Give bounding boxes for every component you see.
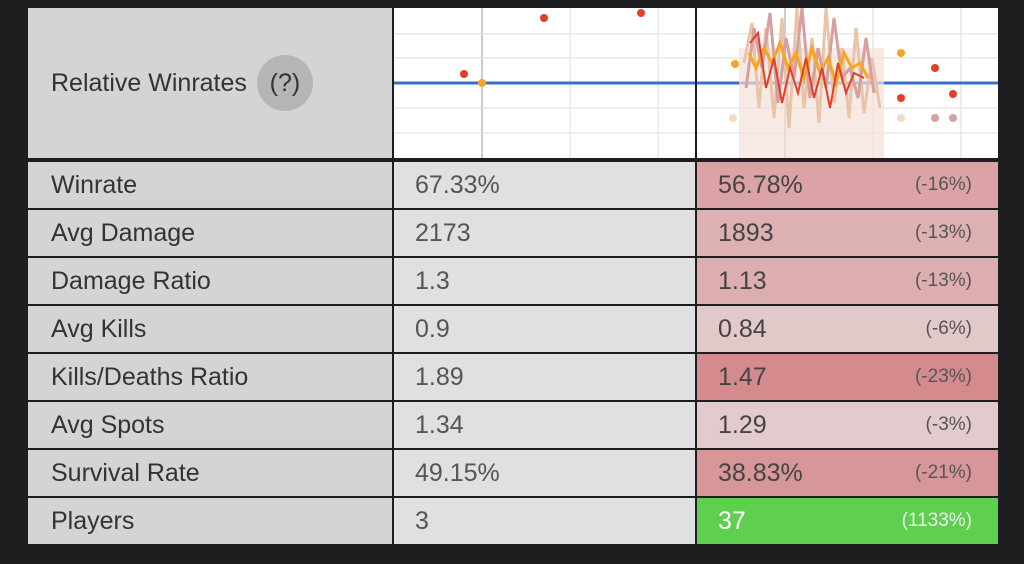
- compare-text: 1.29: [718, 410, 767, 439]
- diff-percent: (-6%): [925, 318, 972, 339]
- compare-value: 37 (1133%): [697, 498, 998, 544]
- compare-value: 56.78% (-16%): [697, 162, 998, 208]
- compare-text: 0.84: [718, 314, 767, 343]
- diff-percent: (-16%): [914, 174, 972, 195]
- diff-percent: (1133%): [901, 510, 972, 531]
- diff-percent: (-23%): [914, 366, 972, 387]
- compare-text: 1.13: [718, 266, 767, 295]
- value: 1.89: [394, 354, 695, 400]
- header-cell: Relative Winrates (?): [28, 8, 392, 158]
- compare-value: 1.13 (-13%): [697, 258, 998, 304]
- help-button[interactable]: (?): [256, 55, 313, 111]
- compare-text: 1.47: [718, 362, 767, 391]
- value: 49.15%: [394, 450, 695, 496]
- row-label: Survival Rate: [28, 450, 392, 496]
- row-label: Avg Spots: [28, 402, 392, 448]
- compare-text: 1893: [718, 218, 774, 247]
- row-label: Winrate: [28, 162, 392, 208]
- diff-percent: (-13%): [914, 222, 972, 243]
- row-label: Avg Kills: [28, 306, 392, 352]
- header-title: Relative Winrates: [51, 68, 247, 97]
- compare-value: 38.83% (-21%): [697, 450, 998, 496]
- value: 67.33%: [394, 162, 695, 208]
- value: 3: [394, 498, 695, 544]
- value: 1.34: [394, 402, 695, 448]
- compare-value: 1893 (-13%): [697, 210, 998, 256]
- diff-percent: (-3%): [925, 414, 972, 435]
- row-label: Damage Ratio: [28, 258, 392, 304]
- compare-text: 56.78%: [718, 170, 803, 199]
- sparklines: [394, 8, 998, 158]
- compare-text: 38.83%: [718, 458, 803, 487]
- diff-percent: (-13%): [914, 270, 972, 291]
- diff-percent: (-21%): [914, 462, 972, 483]
- value: 2173: [394, 210, 695, 256]
- value: 1.3: [394, 258, 695, 304]
- row-label: Kills/Deaths Ratio: [28, 354, 392, 400]
- compare-value: 1.47 (-23%): [697, 354, 998, 400]
- row-label: Avg Damage: [28, 210, 392, 256]
- value: 0.9: [394, 306, 695, 352]
- row-label: Players: [28, 498, 392, 544]
- compare-value: 1.29 (-3%): [697, 402, 998, 448]
- compare-value: 0.84 (-6%): [697, 306, 998, 352]
- compare-text: 37: [718, 506, 746, 535]
